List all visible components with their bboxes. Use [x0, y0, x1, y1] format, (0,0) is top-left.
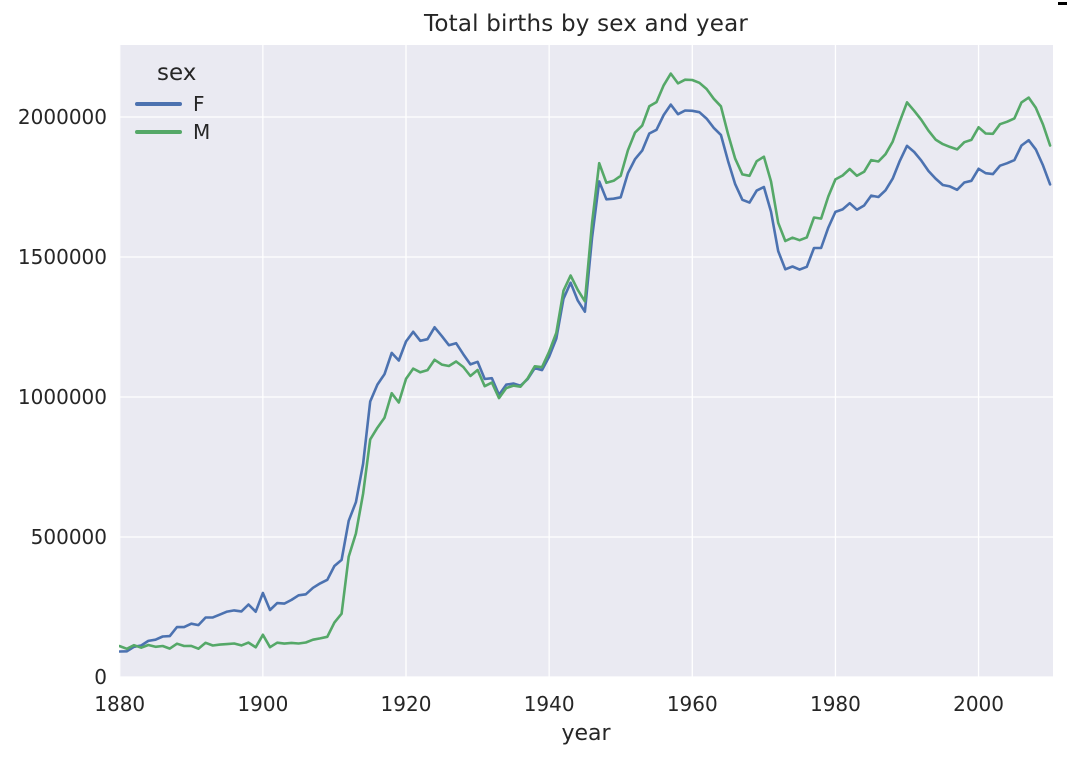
- y-tick-label: 500000: [31, 525, 107, 549]
- x-axis-label: year: [561, 721, 611, 746]
- screen-artifact: [1058, 2, 1067, 5]
- x-tick-label: 1880: [94, 692, 145, 716]
- chart-title: Total births by sex and year: [423, 11, 749, 37]
- y-tick-label: 1000000: [18, 385, 107, 409]
- plot-background: [119, 45, 1053, 677]
- legend-label-m: M: [193, 120, 211, 144]
- legend-item-m: M: [135, 118, 210, 146]
- x-tick-label: 1960: [667, 692, 718, 716]
- y-tick-label: 0: [94, 665, 107, 689]
- y-tick-label: 2000000: [18, 105, 107, 129]
- x-tick-label: 1980: [810, 692, 861, 716]
- series-line-f: [119, 103, 1052, 653]
- y-tick-label: 1500000: [18, 245, 107, 269]
- x-tick-label: 1900: [237, 692, 288, 716]
- legend-title: sex: [157, 60, 197, 86]
- x-tick-label: 1940: [524, 692, 575, 716]
- x-tick-label: 2000: [953, 692, 1004, 716]
- legend-line-swatch-m: [135, 129, 182, 135]
- legend-line-swatch-f: [135, 101, 182, 107]
- x-tick-label: 1920: [381, 692, 432, 716]
- legend-item-f: F: [135, 90, 210, 118]
- legend-label-f: F: [193, 92, 205, 116]
- series-line-m: [119, 72, 1052, 651]
- legend: sex F M: [135, 60, 210, 146]
